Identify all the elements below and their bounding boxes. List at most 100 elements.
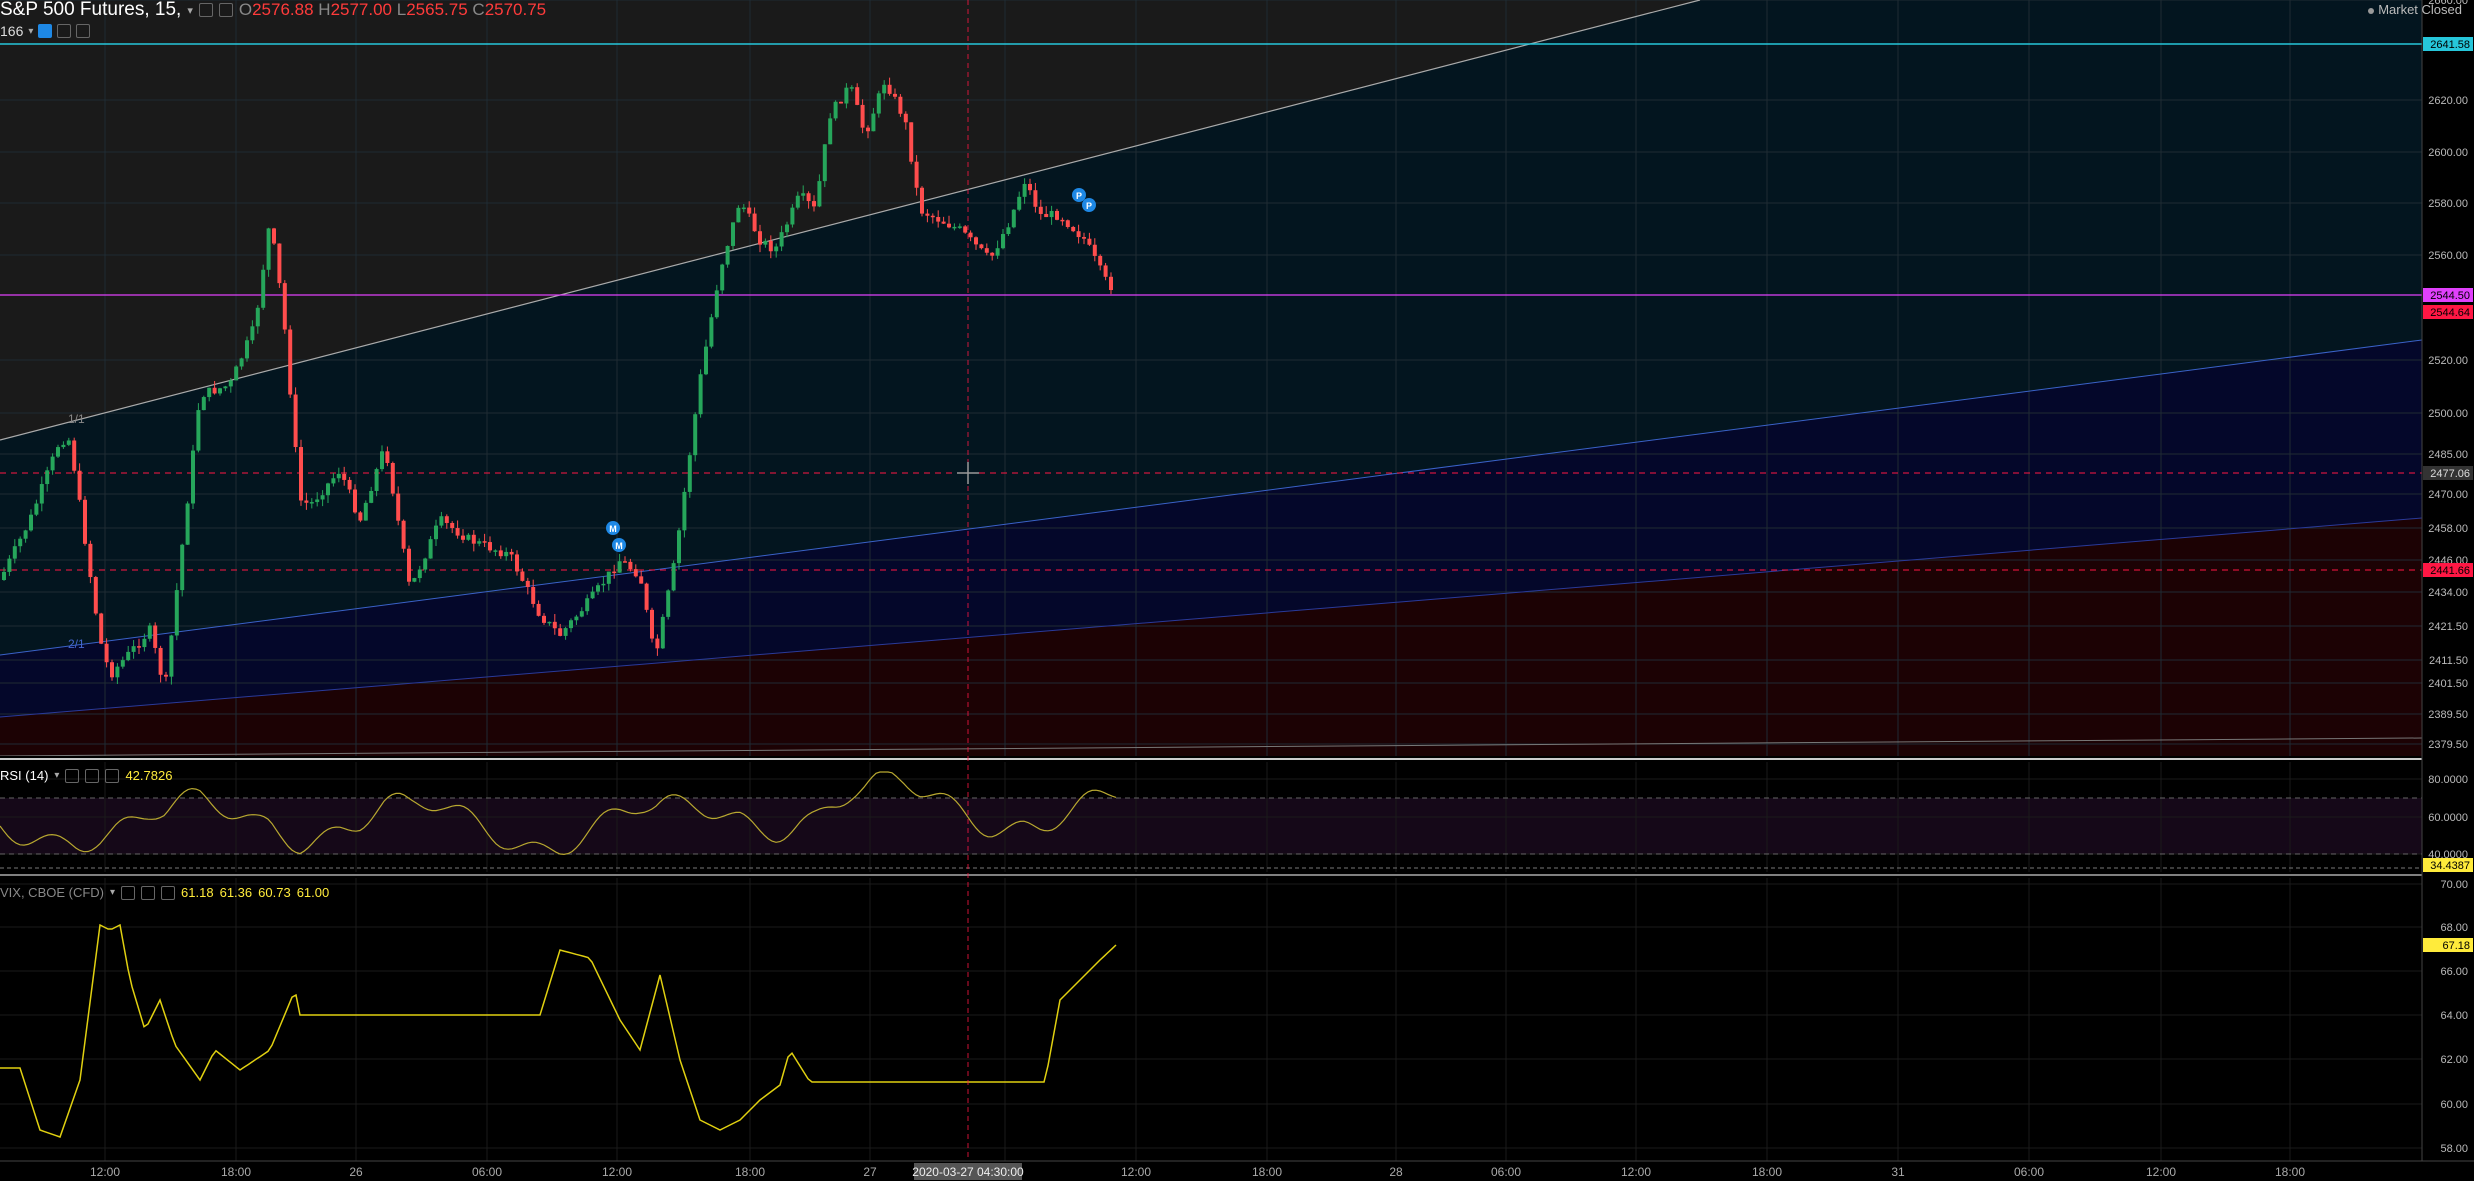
candle [849,85,854,92]
candle [655,634,660,656]
candle [520,568,525,582]
low-key: L [396,0,407,19]
chevron-down-icon[interactable]: ▾ [110,887,116,898]
candle [1006,223,1011,236]
candle [979,243,984,250]
candle [731,222,735,250]
event-marker[interactable]: P [1082,198,1096,212]
candle [704,339,708,376]
candle [455,520,460,539]
rsi-value-tag-label: 34.4387 [2430,860,2470,872]
candle [1055,208,1059,221]
market-status-text: Market Closed [2378,2,2462,17]
candle [18,536,23,553]
candle [488,536,492,553]
time-axis[interactable]: 12:00 18:00 26 06:00 12:00 18:00 27 12:00 18:00 2… [0,1160,2474,1181]
vix-hide-icon[interactable] [121,885,136,900]
candle [250,320,255,344]
candle [806,191,811,209]
candle [930,213,935,224]
event-marker[interactable]: M [612,538,626,552]
candle [180,543,185,597]
candle [169,634,174,685]
candle [957,223,962,229]
vix-name[interactable]: VIX, CBOE (CFD) [0,885,105,900]
close-icon[interactable] [76,24,91,38]
price-tag [2423,305,2473,319]
candle [644,582,649,613]
vix-tick: 58.00 [2440,1143,2468,1155]
candle [50,453,55,475]
price-tick: 2470.00 [2428,489,2468,501]
candle [855,83,860,106]
candle [342,466,347,486]
candle [29,509,33,532]
candle [882,80,887,100]
price-scale[interactable]: 2660.00 2620.00 2600.00 2580.00 2560.00 2520.… [2421,0,2474,1181]
candle [72,437,77,474]
candle [515,550,519,576]
vix-value-3: 60.73 [258,885,291,900]
candle [758,224,762,253]
price-tag-label: 2641.58 [2430,39,2470,51]
rsi-close-icon[interactable] [105,768,120,783]
chevron-down-icon[interactable]: ▾ [187,4,193,17]
vix-pane[interactable] [0,878,2422,1161]
price-tick: 2485.00 [2428,449,2468,461]
candle [272,227,276,246]
candle [390,461,395,497]
price-tag-label: 2477.06 [2430,468,2470,480]
candle [369,486,374,504]
open-value: 2576.88 [252,0,314,19]
candle [1109,272,1113,295]
vix-tick: 62.00 [2440,1054,2468,1066]
settings-icon[interactable] [57,24,72,38]
candle [201,395,206,411]
candle [417,565,422,583]
candle [828,113,833,145]
event-marker[interactable]: P [1072,188,1086,202]
vix-settings-icon[interactable] [141,885,156,900]
candle [347,476,352,494]
candle [628,558,633,572]
vix-tick: 68.00 [2440,922,2468,934]
candle [23,529,28,543]
candle [477,538,482,547]
symbol-title[interactable]: S&P 500 Futures, 15, [0,0,182,20]
visibility-toggle-icon[interactable] [38,24,53,38]
candle [142,633,147,652]
main-price-pane[interactable]: 1/1 2/1 MM PP [0,0,2422,756]
candle [774,243,779,258]
candle [461,529,465,544]
rsi-name[interactable]: RSI (14) [0,768,49,783]
candle [790,204,795,228]
candle [77,463,82,502]
candle [104,638,109,668]
series-settings-icon[interactable] [218,3,233,17]
candle [412,577,417,583]
rsi-settings-icon[interactable] [85,768,100,783]
close-value: 2570.75 [484,0,547,19]
price-tick: 2600.00 [2428,147,2468,159]
candle [45,466,50,492]
vix-close-icon[interactable] [161,885,176,900]
chevron-down-icon[interactable]: ▾ [28,25,34,37]
candle [158,645,163,683]
candle [153,622,158,654]
vix-line [0,923,1117,1138]
candle [358,511,363,523]
hide-series-icon[interactable] [198,3,213,17]
time-tick: 12:00 [1621,1165,1651,1179]
time-tick: 26 [349,1165,363,1179]
time-tick: 06:00 [2014,1165,2044,1179]
time-tick: 12:00 [1121,1165,1151,1179]
candle [909,122,914,165]
rsi-pane[interactable] [0,762,2422,872]
rsi-hide-icon[interactable] [65,768,80,783]
candle [612,564,617,579]
event-marker[interactable]: M [606,521,620,535]
crosshair-time-label: 2020-03-27 04:30:00 [912,1165,1024,1179]
candle [83,496,87,546]
chevron-down-icon[interactable]: ▾ [54,770,60,781]
